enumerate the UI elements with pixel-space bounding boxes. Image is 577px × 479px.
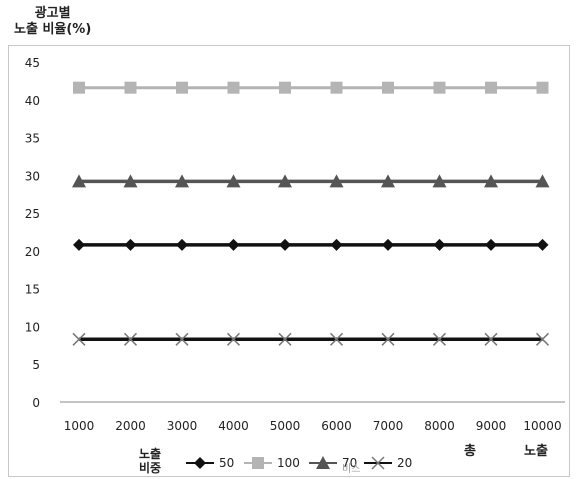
legend-title-line1: 노출 xyxy=(138,447,162,461)
legend-label: 70 xyxy=(342,456,358,470)
point-50 xyxy=(433,238,446,251)
point-20 xyxy=(535,332,550,346)
legend-item-100: 100 xyxy=(243,455,300,471)
y-tick-label: 5 xyxy=(32,358,40,372)
legend-label: 20 xyxy=(397,456,413,470)
x-tick-label: 7000 xyxy=(373,419,404,433)
point-70 xyxy=(432,174,447,188)
point-100 xyxy=(536,81,549,94)
point-20 xyxy=(329,332,344,346)
point-20 xyxy=(175,332,189,346)
point-100 xyxy=(330,81,343,94)
legend-item-50: 50 xyxy=(185,455,234,471)
x-tick-label: 3000 xyxy=(167,419,198,433)
point-70 xyxy=(72,174,86,188)
point-50 xyxy=(330,238,343,251)
legend-title: 노출 비중 xyxy=(135,447,165,475)
point-70 xyxy=(278,174,292,188)
point-100 xyxy=(485,81,497,94)
y-tick-label: 30 xyxy=(25,169,40,183)
point-100 xyxy=(382,81,394,94)
point-50 xyxy=(124,238,137,251)
y-tick-label: 40 xyxy=(25,94,40,108)
chart-frame xyxy=(8,45,570,477)
x-axis-title-word1: 총 xyxy=(464,444,476,459)
point-70 xyxy=(175,174,189,188)
legend-swatch-marker xyxy=(316,456,330,469)
point-50 xyxy=(176,238,188,251)
y-tick-label: 45 xyxy=(25,56,40,70)
point-20 xyxy=(432,332,447,346)
x-tick-label: 8000 xyxy=(424,419,455,433)
point-20 xyxy=(123,332,138,346)
point-50 xyxy=(536,238,549,251)
y-tick-label: 15 xyxy=(25,283,40,297)
legend-item-70: 70 xyxy=(308,455,357,471)
legend-label: 100 xyxy=(277,456,300,470)
legend-swatch-marker xyxy=(371,456,385,470)
point-20 xyxy=(278,332,292,346)
x-axis-title-word2: 노출 xyxy=(524,444,548,459)
point-100 xyxy=(279,81,291,94)
point-20 xyxy=(72,332,86,346)
legend-swatch xyxy=(186,457,214,469)
point-50 xyxy=(279,238,291,251)
point-100 xyxy=(227,81,240,94)
legend-swatch xyxy=(309,456,337,469)
legend-title-line2: 비중 xyxy=(138,461,162,475)
point-50 xyxy=(227,238,240,251)
y-axis-title: 광고별 노출 비율(%) xyxy=(14,6,91,38)
point-50 xyxy=(382,238,394,251)
legend-fragment: 비스 xyxy=(342,464,361,475)
point-70 xyxy=(226,174,241,188)
x-tick-label: 1000 xyxy=(64,419,95,433)
x-tick-label: 4000 xyxy=(218,419,249,433)
point-100 xyxy=(433,81,446,94)
point-70 xyxy=(535,174,550,188)
point-100 xyxy=(176,81,188,94)
point-50 xyxy=(73,238,85,251)
point-20 xyxy=(226,332,241,346)
x-tick-label: 2000 xyxy=(115,419,146,433)
point-100 xyxy=(124,81,137,94)
legend-swatch-marker xyxy=(194,457,206,469)
point-100 xyxy=(73,81,85,94)
x-tick-label: 6000 xyxy=(321,419,352,433)
y-axis-title-line2: 노출 비율(%) xyxy=(14,22,92,37)
y-tick-label: 35 xyxy=(25,132,40,146)
y-tick-label: 20 xyxy=(25,245,40,259)
x-axis-title: 총 노출 xyxy=(464,440,569,460)
y-tick-label: 10 xyxy=(25,320,40,334)
point-70 xyxy=(381,174,395,188)
legend-label: 50 xyxy=(219,456,235,470)
legend-swatch-marker xyxy=(252,457,264,469)
x-tick-label: 9000 xyxy=(476,419,507,433)
x-tick-label: 10000 xyxy=(523,419,561,433)
point-70 xyxy=(123,174,138,188)
y-tick-label: 0 xyxy=(32,396,40,410)
point-50 xyxy=(485,238,497,251)
y-tick-label: 25 xyxy=(25,207,40,221)
legend-item-20: 20 xyxy=(363,455,412,471)
y-axis-title-line1: 광고별 xyxy=(34,6,71,21)
point-70 xyxy=(329,174,344,188)
legend-swatch xyxy=(244,457,272,469)
legend: 노출 비중 50 100 70 20 xyxy=(125,445,455,479)
legend-swatch xyxy=(364,456,392,470)
point-20 xyxy=(381,332,395,346)
point-20 xyxy=(484,332,498,346)
x-tick-label: 5000 xyxy=(270,419,301,433)
point-70 xyxy=(484,174,498,188)
